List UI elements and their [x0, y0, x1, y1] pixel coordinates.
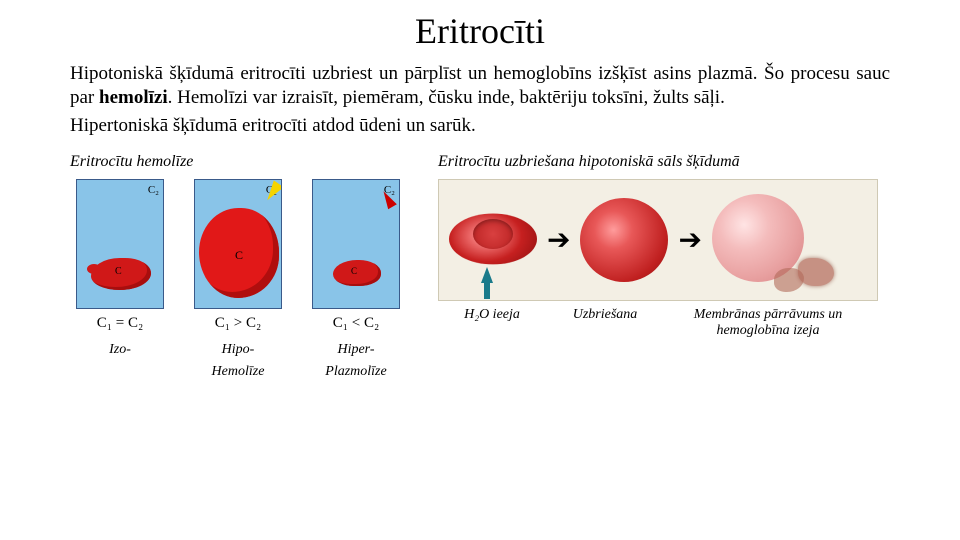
panel-hiper: C₂ C₁ < C₂ Hiper- Plazmolīze — [306, 179, 406, 380]
cell-hiper-icon — [333, 260, 381, 286]
rbc-swollen-icon — [578, 196, 670, 284]
paragraph-1: Hipotoniskā šķīdumā eritrocīti uzbriest … — [70, 62, 890, 110]
panel-iso: C₂ C₁ = C₂ Izo- — [70, 179, 170, 380]
para1-text-c: . Hemolīzi var izraisīt, piemēram, čūsku… — [168, 87, 725, 108]
figure-hemolysis: Eritrocītu hemolīze C₂ C₁ = C₂ Izo- C₂ — [70, 153, 420, 380]
panel-hiper-label2: Plazmolīze — [325, 364, 386, 380]
swelling-label-2: Uzbriešana — [546, 307, 664, 339]
cell-hipo-icon — [199, 208, 279, 298]
swelling-label-3: Membrānas pārrāvums un hemoglobīna izeja — [664, 307, 872, 339]
cell-iso-icon — [91, 258, 151, 290]
panel-hiper-box: C₂ — [312, 179, 400, 309]
figure-hemolysis-title: Eritrocītu hemolīze — [70, 153, 420, 171]
water-arrow-icon — [481, 267, 493, 283]
swelling-row: ➔ ➔ — [438, 179, 878, 301]
panel-hiper-label1: Hiper- — [337, 342, 374, 358]
panel-hiper-concentration: C₁ < C₂ — [333, 315, 379, 332]
panel-hipo-label2: Hemolīze — [212, 364, 265, 380]
panel-hipo-label1: Hipo- — [222, 342, 255, 358]
panel-iso-concentration: C₁ = C₂ — [97, 315, 143, 332]
panel-iso-label1: Izo- — [109, 342, 131, 358]
c2-label: C₂ — [148, 184, 159, 196]
figure-swelling: Eritrocītu uzbriešana hipotoniskā sāls š… — [438, 153, 878, 339]
page-title: Eritrocīti — [70, 10, 890, 52]
swelling-label-1: H₂O ieeja — [438, 307, 546, 339]
paragraph-2: Hipertoniskā šķīdumā eritrocīti atdod ūd… — [70, 114, 890, 138]
para1-bold: hemolīzi — [99, 87, 168, 108]
rbc-lysed-icon — [710, 192, 830, 288]
panel-hipo: C₂ C₁ > C₂ Hipo- Hemolīze — [188, 179, 288, 380]
arrow-right-icon: ➔ — [678, 223, 701, 257]
panel-hipo-concentration: C₁ > C₂ — [215, 315, 261, 332]
panel-hipo-box: C₂ — [194, 179, 282, 309]
arrow-right-icon: ➔ — [547, 223, 570, 257]
panel-iso-box: C₂ — [76, 179, 164, 309]
rbc-normal-icon — [447, 199, 539, 281]
figure-swelling-title: Eritrocītu uzbriešana hipotoniskā sāls š… — [438, 153, 878, 171]
